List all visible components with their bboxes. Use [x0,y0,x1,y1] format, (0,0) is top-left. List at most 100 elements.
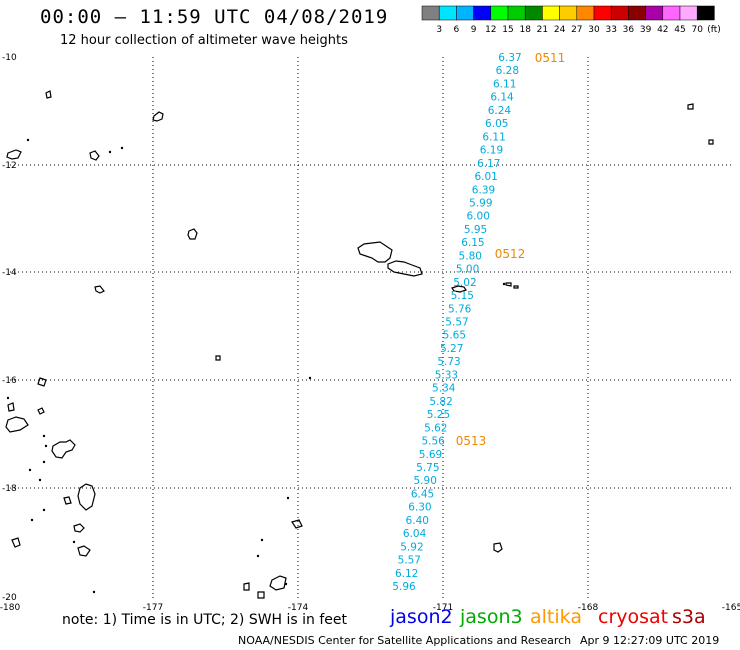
swh-value: 6.28 [496,65,519,77]
swh-value: 5.75 [416,462,439,474]
swh-value: 5.96 [392,581,416,593]
time-labels: 0511 0512 0513 [456,51,566,448]
swh-value: 6.05 [485,118,508,130]
legend-cryosat: cryosat [598,606,669,628]
lon-label: -165 [722,603,740,613]
islet-dot [256,554,260,558]
island-e2 [513,285,519,289]
axis-labels: -10 -12 -14 -16 -18 -20-180 -177 -174 -171 -168 -1… [0,53,740,613]
swh-value: 6.14 [490,92,514,104]
swh-value: 6.01 [474,171,497,183]
island-tonga-c [243,582,250,591]
islet-dot [92,590,96,594]
islet-dot [284,582,288,586]
island-fiji-c [77,483,96,511]
swh-value: 5.99 [469,197,492,209]
swh-value: 5.65 [443,330,466,342]
island-niue [493,542,503,553]
swh-value: 6.30 [408,502,431,514]
islet-dot [286,496,290,500]
swh-value: 5.69 [419,449,442,461]
island-e1 [505,282,512,287]
island-fiji-b [5,416,29,433]
page-subtitle: 12 hour collection of altimeter wave hei… [60,33,348,48]
island-fiji-i [37,377,47,387]
lon-label: -171 [433,603,453,613]
footer-note: note: 1) Time is in UTC; 2) SWH is in fe… [62,612,348,628]
legend-s3a: s3a [672,606,706,628]
island-w4 [6,149,22,160]
lon-label: -168 [578,603,599,613]
pass-time-label: 0512 [495,247,526,261]
swh-value: 5.34 [432,383,456,395]
island-tutuila [451,285,467,293]
islet-dot [108,150,112,154]
island-upolu [357,241,393,263]
island-tonga-a [291,519,303,529]
swh-value: 5.76 [448,303,472,315]
island-w6 [215,355,221,361]
islet-dots [6,138,506,594]
swh-value: 6.04 [403,528,427,540]
islet-dot [44,444,48,448]
island-outlines [5,90,714,599]
island-fiji-j [7,402,15,412]
swh-value: 6.11 [493,78,516,90]
legend-altika: altika [530,606,582,628]
swh-value: 5.90 [414,475,437,487]
island-far-e [708,139,714,145]
swh-value: 6.40 [406,515,429,527]
swh-value: 6.11 [482,131,505,143]
island-fiji-a [51,439,76,459]
swh-value: 5.62 [424,422,447,434]
swh-value: 5.15 [451,290,474,302]
swh-value: 6.17 [477,158,500,170]
swh-value: 6.00 [467,211,490,223]
islet-dot [6,396,10,400]
pass-time-label: 0511 [535,51,566,65]
swh-value: 5.73 [437,356,460,368]
islet-dot [42,460,46,464]
swh-value: 6.19 [480,145,503,157]
lat-label: -20 [2,593,17,603]
swh-value: 5.57 [445,317,468,329]
island-fiji-g [77,545,91,557]
islet-dot [42,434,46,438]
lon-label: -177 [143,603,163,613]
islet-dot [30,518,34,522]
lat-label: -18 [2,484,17,494]
swh-value: 5.82 [429,396,452,408]
page-title: 00:00 – 11:59 UTC 04/08/2019 [40,6,389,28]
island-wallis [187,228,198,240]
islet-dot [28,468,32,472]
islet-dot [38,478,42,482]
pass-time-label: 0513 [456,434,487,448]
island-tonga-d [257,591,265,599]
lat-label: -12 [2,161,17,171]
map-gridlines [10,57,732,600]
footer-timestamp: Apr 9 12:27:09 UTC 2019 [580,634,720,647]
lon-label: -180 [0,603,20,613]
swh-value: 5.57 [398,555,421,567]
legend-jason3: jason3 [460,606,523,628]
swh-value: 5.33 [435,369,458,381]
islet-dot [502,282,506,286]
lat-label: -10 [2,53,17,63]
swh-value: 5.00 [456,264,479,276]
swh-value: 6.12 [395,568,418,580]
island-tonga-b [269,575,287,591]
island-fiji-e [73,523,85,533]
swh-value: 5.27 [440,343,463,355]
footer-credit: NOAA/NESDIS Center for Satellite Applica… [238,634,572,647]
island-fiji-d [63,496,72,505]
swh-value: 6.45 [411,488,434,500]
island-w1 [152,111,164,122]
swh-value: 6.15 [461,237,484,249]
islet-dot [120,146,124,150]
islet-dot [42,508,46,512]
legend-jason2: jason2 [390,606,453,628]
island-ne [687,103,694,110]
lat-label: -16 [2,376,17,386]
island-fiji-f [11,537,21,548]
